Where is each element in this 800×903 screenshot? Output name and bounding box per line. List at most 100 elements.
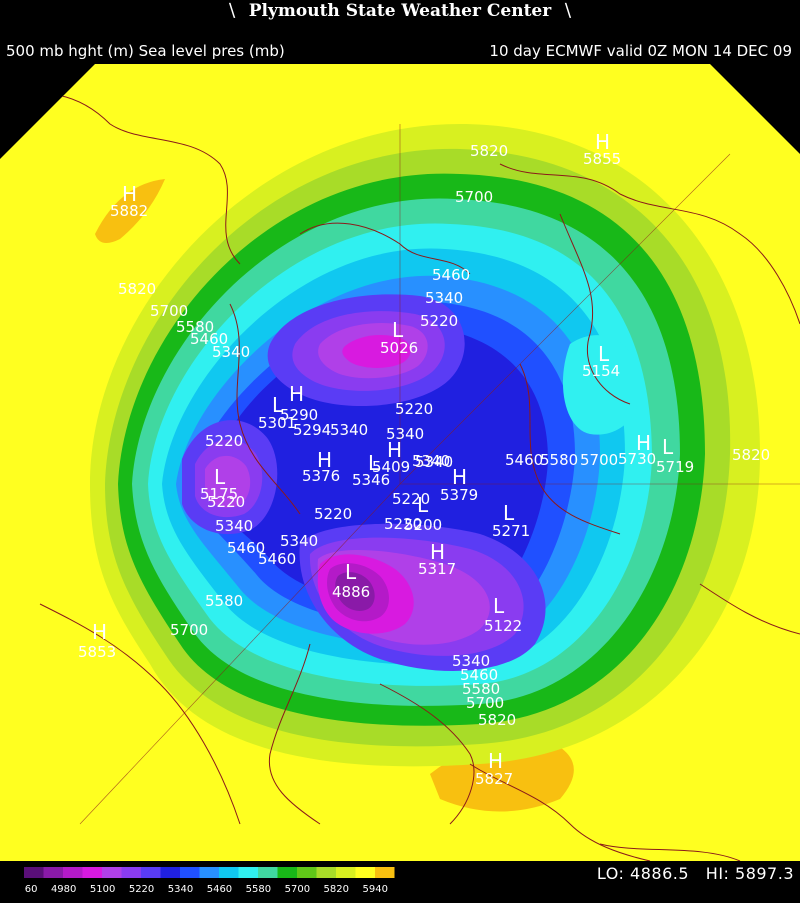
warm-cell-pacific [95, 179, 165, 243]
pressure-center: L 5301 [258, 393, 296, 432]
legend-swatch [258, 867, 278, 878]
legend-swatch [141, 867, 161, 878]
pressure-centers: H 5855 H 5882 L 5026 L 5154 L 5175 H 537… [78, 130, 694, 788]
contour-label: 5460 [227, 539, 265, 557]
center-letter: L [598, 342, 610, 366]
center-value: 5271 [492, 522, 530, 540]
legend-tick-label: 5940 [363, 884, 388, 895]
center-letter: H [387, 438, 402, 462]
logo-left-icon: ⧹ [229, 1, 235, 20]
pressure-center: H 5317 [418, 540, 456, 578]
contour-label: 5340 [212, 343, 250, 361]
pressure-center: H 5827 [475, 749, 513, 788]
legend-swatch [336, 867, 356, 878]
center-letter: L [345, 560, 357, 584]
weather-map: 5820 5700 5460 5340 5220 5820 5700 5580 … [0, 64, 800, 861]
pressure-center: L 5154 [582, 342, 620, 380]
center-letter: L [214, 465, 226, 489]
contour-label: 5580 [205, 592, 243, 610]
hi-value: 5897.3 [735, 864, 794, 883]
legend-swatch [375, 867, 395, 878]
center-letter: L [368, 451, 380, 475]
center-letter: H [289, 382, 304, 406]
legend-tick-label: 5820 [324, 884, 349, 895]
contour-label: 5580 [462, 680, 500, 698]
center-value: 5026 [380, 339, 418, 357]
contour-label: 5580 [176, 318, 214, 336]
contour-label: 5700 [455, 188, 493, 206]
center-value: 5175 [200, 485, 238, 503]
valid-time: 10 day ECMWF valid 0Z MON 14 DEC 09 [489, 42, 792, 60]
contour-label: 5700 [580, 451, 618, 469]
center-value: 5376 [302, 467, 340, 485]
center-value: 5346 [352, 471, 390, 489]
contour-label: 5340 [330, 421, 368, 439]
contour-label: 5340 [280, 532, 318, 550]
center-value: 5200 [404, 516, 442, 534]
legend-swatch [63, 867, 83, 878]
contour-label: 5700 [466, 694, 504, 712]
graticule [79, 124, 800, 825]
pressure-center: L 5719 [656, 435, 694, 476]
pressure-center: H 5882 [110, 182, 148, 220]
legend-swatch [160, 867, 180, 878]
contour-label: 5820 [118, 280, 156, 298]
center-value: 5409 [372, 458, 410, 476]
legend-ticks: 4860 4980 5100 5220 5340 5460 5580 5700 5820 5940 [24, 884, 388, 895]
center-value: 5301 [258, 414, 296, 432]
center-value: 4886 [332, 583, 370, 601]
center-value: 5290 [280, 406, 318, 424]
center-value: 5719 [656, 458, 694, 476]
contour-label: 5340 [415, 453, 453, 471]
pressure-center: H 5730 [618, 431, 656, 468]
center-letter: L [662, 435, 674, 459]
pressure-center: H 5409 [372, 438, 410, 476]
color-legend: 4860 4980 5100 5220 5340 5460 5580 5700 5820 5940 [24, 867, 395, 895]
contour-label: 5340 [215, 517, 253, 535]
contour-label: 5700 [170, 621, 208, 639]
pressure-center: L 5026 [380, 318, 418, 357]
contour-label: 5460 [460, 666, 498, 684]
contour-label: 5220 [420, 312, 458, 330]
center-value: 5827 [475, 770, 513, 788]
center-letter: H [452, 465, 467, 489]
contour-label: 5460 [432, 266, 470, 284]
center-value: 5882 [110, 202, 148, 220]
contour-label: 5220 [395, 400, 433, 418]
center-letter: L [417, 493, 429, 517]
logo-right-icon: ⧹ [565, 1, 571, 20]
center-value: 5855 [583, 150, 621, 168]
contour-label: 5340 [386, 425, 424, 443]
pressure-center: L 5271 [492, 501, 530, 540]
legend-swatch [297, 867, 317, 878]
contour-label: 5460 [505, 451, 543, 469]
lo-label: LO: [596, 864, 625, 883]
contour-label: 5700 [150, 302, 188, 320]
center-value: 5154 [582, 362, 620, 380]
central-low [299, 523, 546, 671]
legend-swatch [316, 867, 336, 878]
legend-swatch [219, 867, 239, 878]
pressure-center: L 5200 [404, 493, 442, 534]
contour-label: 5220 [314, 505, 352, 523]
contour-label: 5294 [293, 421, 331, 439]
legend-swatch [180, 867, 200, 878]
contour-label: 5340 [452, 652, 490, 670]
pressure-center: H 5379 [440, 465, 478, 504]
pressure-center: L 5122 [484, 594, 522, 635]
center-letter: L [493, 594, 505, 618]
center-value: 5317 [418, 560, 456, 578]
legend-tick-label: 5580 [246, 884, 271, 895]
center-letter: H [430, 540, 445, 564]
legend-swatch [277, 867, 297, 878]
contour-labels: 5820 5700 5460 5340 5220 5820 5700 5580 … [118, 142, 770, 729]
legend-tick-label: 5220 [129, 884, 154, 895]
center-letter: L [392, 318, 404, 342]
pressure-center: L 5175 [200, 465, 238, 503]
legend-swatch [43, 867, 63, 878]
legend-swatch [121, 867, 141, 878]
center-value: 5730 [618, 450, 656, 468]
legend-swatch [24, 867, 44, 878]
legend-swatch [102, 867, 122, 878]
contour-label: 5220 [384, 515, 422, 533]
